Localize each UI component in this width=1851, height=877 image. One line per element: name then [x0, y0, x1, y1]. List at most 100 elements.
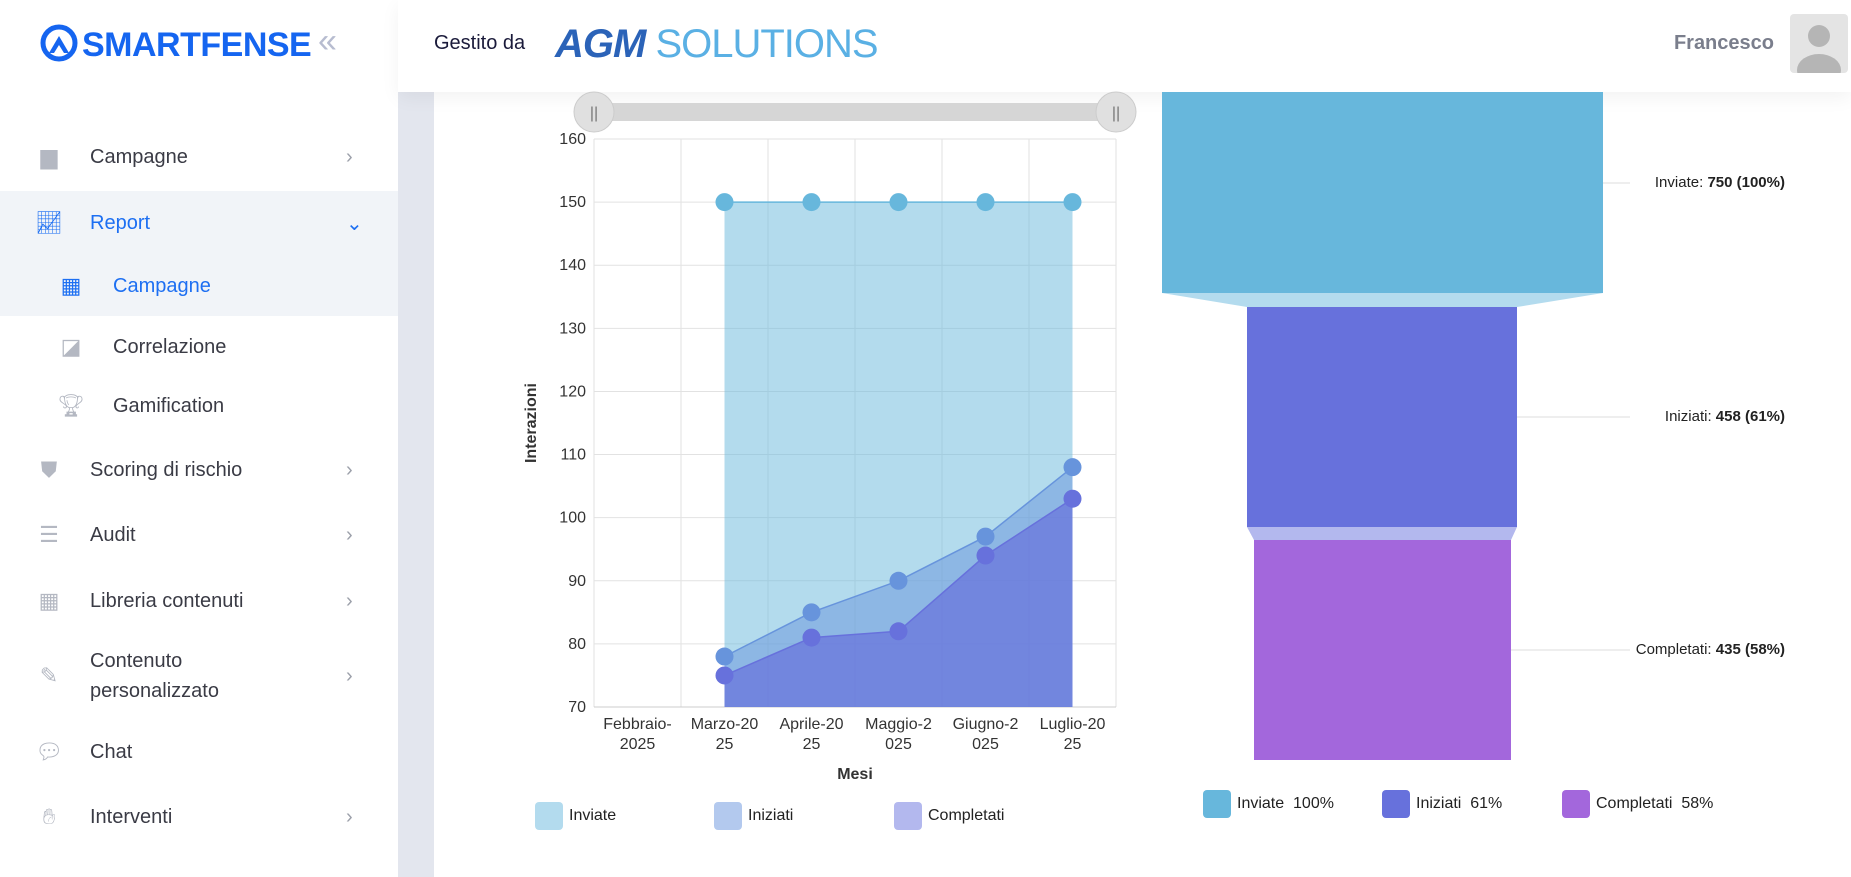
sidebar-item-chat[interactable]: 💬︎ Chat: [0, 724, 398, 780]
label: Libreria contenuti: [90, 589, 244, 612]
chart-line-icon: 📈︎: [35, 210, 63, 235]
label: Scoring di rischio: [90, 458, 243, 481]
funnel-label-inviate: Inviate: 750 (100%): [1655, 174, 1785, 191]
data-point-inviate: [1063, 193, 1082, 212]
legend-value: 58%: [1681, 795, 1714, 812]
legend-inviate[interactable]: Inviate: [535, 802, 616, 830]
grip-icon: ||: [590, 105, 598, 122]
legend-marker: [1382, 790, 1410, 818]
y-tick-label: 70: [568, 699, 586, 716]
funnel-slice-completati: [1254, 540, 1511, 760]
y-tick-label: 100: [559, 510, 586, 527]
label-value: 750 (100%): [1707, 174, 1785, 191]
data-point-completati: [715, 666, 734, 685]
legend-iniziati[interactable]: Iniziati: [714, 802, 793, 830]
chevron-right-icon: ›: [346, 664, 353, 687]
funnel-connector: [1162, 293, 1603, 307]
legend-label: Iniziati: [1416, 795, 1462, 812]
x-tick-label: Febbraio-: [603, 716, 671, 733]
legend-completati[interactable]: Completati: [894, 802, 1004, 830]
data-point-inviate: [889, 193, 908, 212]
y-tick-label: 120: [559, 383, 586, 400]
legend-label: Completati: [928, 807, 1005, 824]
y-tick-label: 90: [568, 573, 586, 590]
label-name: Inviate:: [1654, 174, 1704, 191]
label: Correlazione: [113, 335, 227, 358]
y-axis-title: Interazioni: [523, 383, 540, 463]
sidebar-subitem-gamification[interactable]: 🏆︎ Gamification: [0, 378, 398, 434]
data-point-completati: [976, 546, 995, 565]
legend-marker: [894, 802, 922, 830]
user-name[interactable]: Francesco: [1673, 32, 1774, 54]
legend-label: Inviate: [1237, 795, 1285, 812]
sidebar-item-scoring[interactable]: ⛊ Scoring di rischio ›: [0, 442, 398, 498]
y-tick-label: 110: [560, 447, 586, 464]
x-tick-label: Aprile-20: [779, 716, 843, 733]
sidebar-item-campagne[interactable]: ▆ Campagne ›: [0, 129, 398, 185]
content-gutter: [398, 92, 434, 877]
data-point-completati: [1063, 489, 1082, 508]
legend-label: Inviate: [569, 807, 617, 824]
label: Report: [90, 211, 151, 234]
legend-label: Completati: [1596, 795, 1673, 812]
sidebar-subitem-campagne[interactable]: ▦ Campagne: [0, 258, 398, 314]
y-tick-label: 160: [559, 131, 586, 148]
list-icon: ☰: [39, 522, 59, 547]
x-tick-label: 25: [803, 736, 821, 753]
sidebar-subitem-correlazione[interactable]: ◪ Correlazione: [0, 319, 398, 375]
area-completati: [724, 498, 1073, 707]
label-line2: personalizzato: [90, 680, 219, 702]
sidebar-item-interventi[interactable]: ✋︎ Interventi ›: [0, 789, 398, 845]
chevron-right-icon: ›: [346, 805, 353, 828]
label: Chat: [90, 740, 133, 763]
data-point-completati: [889, 622, 908, 641]
grid-icon: ▦: [38, 588, 60, 613]
label-value: 458 (61%): [1715, 408, 1785, 425]
funnel-slice-iniziati: [1247, 307, 1517, 527]
x-axis-title: Mesi: [837, 766, 873, 783]
avatar[interactable]: [1790, 14, 1848, 73]
data-point-inviate: [976, 193, 995, 212]
data-point-iniziati: [889, 571, 908, 590]
selected-background: [0, 191, 398, 316]
x-tick-label: 25: [1064, 736, 1082, 753]
funnel-label-iniziati: Iniziati: 458 (61%): [1665, 408, 1785, 425]
funnel-label-completati: Completati: 435 (58%): [1636, 641, 1785, 658]
chat-icon: 💬︎: [35, 739, 63, 764]
x-tick-label: 2025: [620, 736, 656, 753]
y-tick-label: 80: [568, 636, 586, 653]
data-point-inviate: [802, 193, 821, 212]
x-tick-label: 025: [885, 736, 912, 753]
edit-icon: ✎: [39, 663, 59, 688]
sidebar-item-report[interactable]: 📈︎ Report ⌄: [0, 195, 398, 251]
label: Interventi: [90, 805, 173, 828]
funnel-legend-iniziati[interactable]: Iniziati 61%: [1382, 790, 1502, 818]
scrollbar-grip-handle[interactable]: [1095, 91, 1137, 133]
label: Contenuto personalizzato: [90, 646, 219, 706]
agm-solutions-logo: AGM SOLUTIONS: [555, 22, 879, 66]
label: Campagne: [90, 145, 188, 168]
x-tick-label: Luglio-20: [1040, 716, 1106, 733]
sidebar-item-audit[interactable]: ☰ Audit ›: [0, 507, 398, 563]
scrollbar-grip-handle[interactable]: [573, 91, 615, 133]
x-tick-label: Maggio-2: [865, 716, 932, 733]
legend-marker: [1203, 790, 1231, 818]
x-tick-label: 025: [972, 736, 999, 753]
calendar-icon: ▆: [40, 144, 58, 169]
data-point-iniziati: [976, 527, 995, 546]
legend-value: 61%: [1470, 795, 1503, 812]
funnel-legend-inviate[interactable]: Inviate 100%: [1203, 790, 1334, 818]
data-point-completati: [802, 628, 821, 647]
data-point-iniziati: [1063, 458, 1082, 477]
collapse-sidebar-icon[interactable]: «: [318, 22, 337, 60]
hand-icon: ✋︎: [42, 804, 56, 829]
legend-marker: [535, 802, 563, 830]
trophy-icon: 🏆︎: [57, 393, 85, 418]
x-tick-label: 25: [716, 736, 734, 753]
y-tick-label: 150: [559, 194, 586, 211]
sidebar-item-libreria[interactable]: ▦ Libreria contenuti ›: [0, 573, 398, 629]
legend-marker: [1562, 790, 1590, 818]
chevron-right-icon: ›: [346, 458, 353, 481]
funnel-legend-completati[interactable]: Completati 58%: [1562, 790, 1713, 818]
sidebar-item-contenuto-personalizzato[interactable]: ✎ Contenuto personalizzato ›: [0, 640, 398, 712]
